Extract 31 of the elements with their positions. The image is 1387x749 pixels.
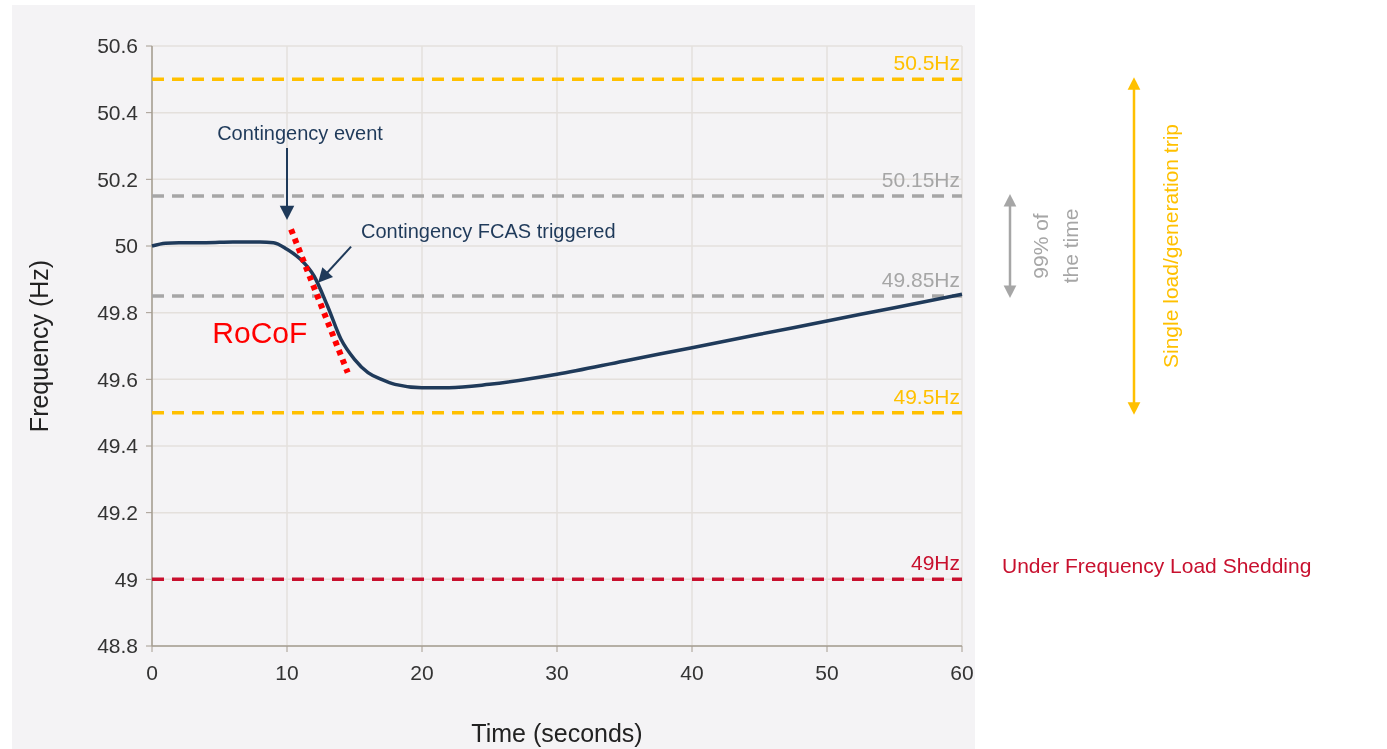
- x-tick-label: 30: [545, 661, 569, 684]
- y-tick-label: 48.8: [97, 634, 138, 658]
- annotation: Contingency event: [217, 122, 384, 144]
- y-axis-title: Frequency (Hz): [25, 259, 53, 433]
- ref-line-label: 49.85Hz: [881, 268, 960, 291]
- x-tick-label: 60: [950, 661, 974, 684]
- text: Single load/generation trip: [1159, 123, 1182, 369]
- y-tick-label: 49.6: [97, 367, 138, 391]
- ref-line-label: 50.5Hz: [893, 51, 960, 75]
- series-label: RoCoF: [212, 316, 308, 349]
- y-tick-label: 49: [114, 567, 138, 591]
- y-tick-label: 50: [114, 234, 138, 258]
- line-series: [150, 240, 964, 390]
- ref-line-label: 49Hz: [910, 551, 960, 575]
- y-tick-label: 50.6: [97, 34, 138, 58]
- ref-line-label: 50.15Hz: [881, 168, 960, 191]
- x-tick-label: 40: [680, 661, 704, 684]
- y-tick-label: 49.2: [97, 501, 138, 525]
- text: 99% of the time: [1029, 208, 1082, 284]
- annotation: Under Frequency Load Shedding: [1002, 554, 1312, 578]
- y-tick-label: 50.2: [97, 167, 138, 191]
- x-tick-label: 50: [815, 661, 839, 684]
- ref-line-label: 49.5Hz: [893, 384, 960, 408]
- annotation: Contingency FCAS triggered: [361, 219, 616, 242]
- x-axis-title: Time (seconds): [471, 719, 643, 747]
- x-tick-label: 0: [146, 661, 158, 684]
- y-tick-label: 50.4: [97, 101, 139, 125]
- x-tick-label: 10: [275, 661, 299, 684]
- x-tick-label: 20: [410, 661, 434, 684]
- y-tick-label: 49.8: [97, 301, 138, 325]
- y-tick-label: 49.4: [97, 434, 139, 458]
